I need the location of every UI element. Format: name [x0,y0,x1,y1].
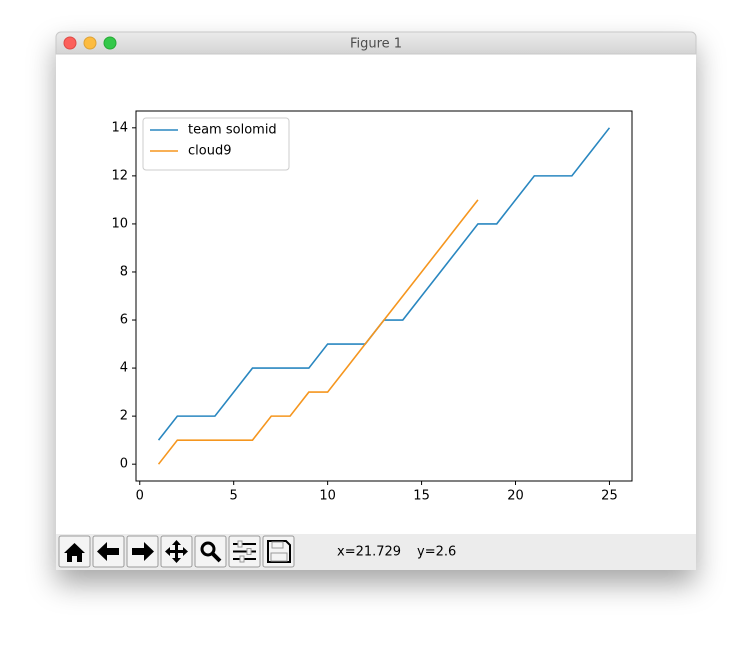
y-tick-label: 6 [120,313,128,328]
y-tick-label: 8 [120,264,128,279]
legend: team solomid cloud9 [142,117,290,171]
plot-frame [135,110,633,482]
x-tick-label: 20 [507,489,524,504]
window-title: Figure 1 [350,37,402,52]
x-tick-label: 25 [601,489,618,504]
status-y: y=2.6 [417,545,456,560]
x-tick-label: 0 [136,489,144,504]
legend-box [142,117,290,171]
back-button[interactable] [92,535,125,568]
legend-label: team solomid [188,123,277,138]
pan-button[interactable] [160,535,193,568]
zoom-tool-button[interactable] [194,535,227,568]
x-tick-label: 10 [319,489,336,504]
y-tick-label: 14 [111,120,128,135]
y-tick-label: 10 [111,216,128,231]
save-button[interactable] [262,535,295,568]
minimize-button[interactable] [83,36,97,50]
configure-button[interactable] [228,535,261,568]
data-line [157,199,479,465]
y-tick-label: 4 [120,361,128,376]
x-tick-label: 15 [413,489,430,504]
forward-button[interactable] [126,535,159,568]
status-x: x=21.729 [337,545,401,560]
window-frame [56,32,696,570]
legend-label: cloud9 [188,144,231,159]
y-tick-label: 12 [111,168,128,183]
plot: 0 5 10 15 20 25 0 2 4 6 8 10 12 14 team solomid cloud9 [111,110,633,504]
y-tick-label: 2 [120,409,128,424]
close-button[interactable] [63,36,77,50]
home-button[interactable] [58,535,91,568]
title-bar [55,31,697,55]
window: Figure 1 x=21.729 y=2.6 [55,31,697,570]
y-tick-label: 0 [120,457,128,472]
zoom-button[interactable] [103,36,117,50]
x-tick-label: 5 [230,489,238,504]
